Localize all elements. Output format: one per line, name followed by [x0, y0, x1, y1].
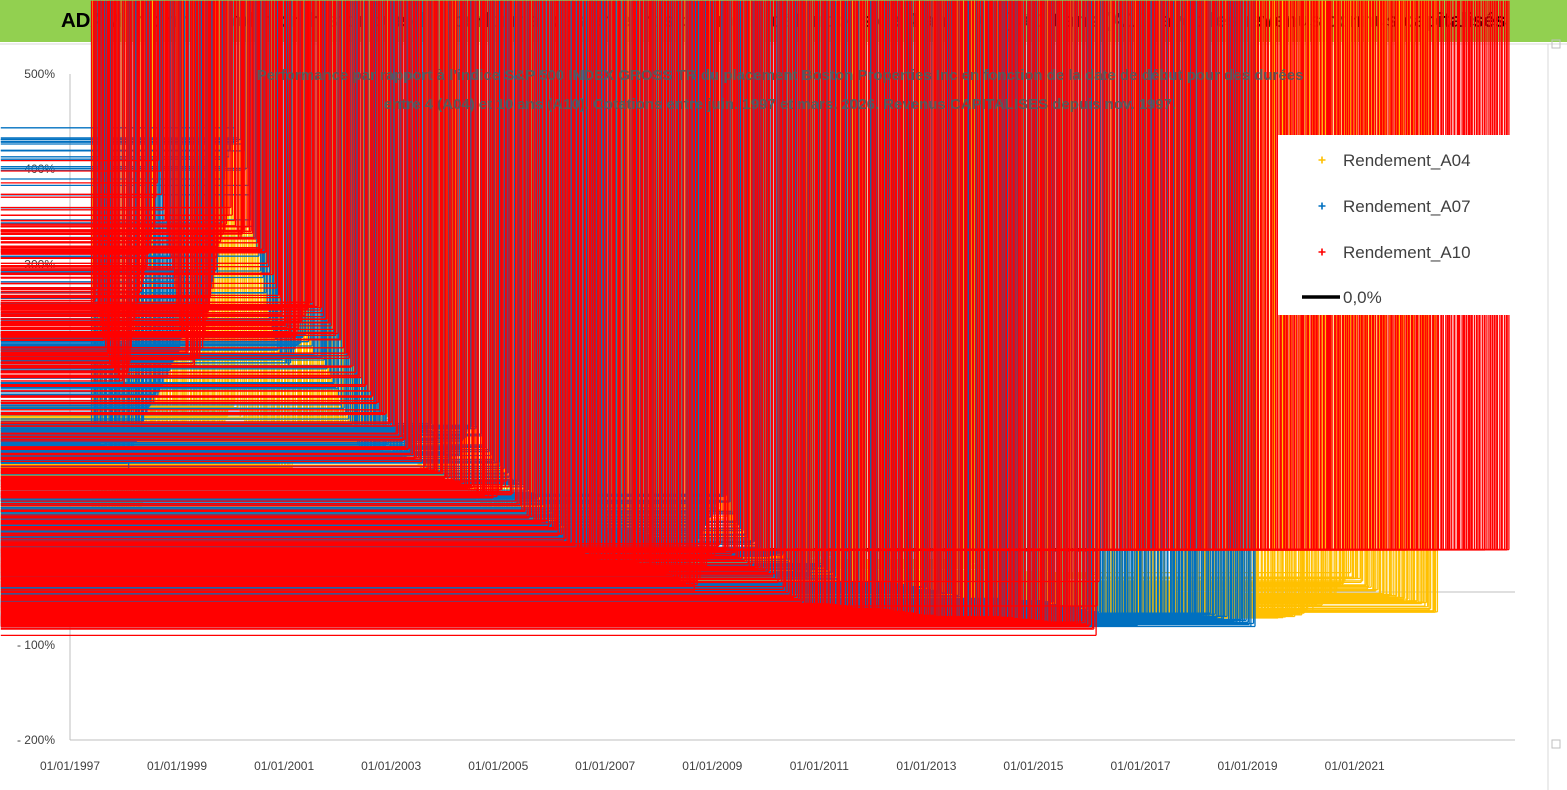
series-marks	[0, 0, 760, 571]
series-rendement-a10	[0, 0, 1510, 637]
series-marks	[0, 0, 337, 337]
series-marks	[0, 0, 412, 455]
x-tick-label: 01/01/2007	[575, 759, 635, 773]
y-tick-label: - 200%	[17, 733, 55, 747]
legend-marker	[1318, 248, 1326, 256]
series-marks	[0, 0, 328, 320]
x-tick-label: 01/01/2013	[896, 759, 956, 773]
legend-label: Rendement_A10	[1343, 243, 1471, 262]
series-marks	[0, 0, 559, 537]
legend-label: 0,0%	[1343, 288, 1382, 307]
x-tick-label: 01/01/1997	[40, 759, 100, 773]
chart-title-line-2: entre 4 (A04) et 10 ans (A10). Cotations…	[384, 96, 1176, 113]
x-tick-label: 01/01/2001	[254, 759, 314, 773]
series-marks	[0, 0, 359, 376]
x-tick-label: 01/01/2011	[790, 759, 849, 773]
legend-box	[1278, 135, 1515, 315]
y-tick-label: - 100%	[17, 638, 55, 652]
chart-title-line-1: Performance par rapport à l'indice S&P 5…	[257, 67, 1304, 84]
x-tick-label: 01/01/2021	[1325, 759, 1385, 773]
series-marks	[0, 0, 1439, 613]
series-marks	[0, 0, 176, 289]
series-marks	[0, 0, 520, 505]
legend-marker	[1318, 156, 1326, 164]
legend-label: Rendement_A07	[1343, 197, 1471, 216]
series-marks	[0, 0, 373, 398]
x-tick-label: 01/01/2009	[682, 759, 742, 773]
x-tick-label: 01/01/2015	[1003, 759, 1063, 773]
x-tick-label: 01/01/1999	[147, 759, 207, 773]
y-tick-label: 400%	[24, 162, 55, 176]
x-tick-label: 01/01/2019	[1218, 759, 1278, 773]
series-marks	[0, 0, 1256, 628]
series-marks	[0, 0, 747, 562]
plot-area	[0, 0, 1510, 637]
x-tick-label: 01/01/2017	[1111, 759, 1171, 773]
series-marks	[0, 0, 320, 308]
y-tick-label: 500%	[24, 67, 55, 81]
series-marks	[0, 0, 386, 416]
series-marks	[0, 0, 1095, 630]
frame-handle-bottom	[1551, 739, 1561, 749]
series-marks	[0, 0, 399, 435]
series-marks	[0, 0, 257, 240]
series-marks	[0, 0, 534, 519]
series-marks	[0, 0, 163, 195]
series-marks	[0, 0, 773, 578]
x-tick-label: 01/01/2005	[468, 759, 528, 773]
legend-label: Rendement_A04	[1343, 151, 1471, 170]
series-marks	[0, 0, 292, 338]
legend-marker	[1318, 202, 1326, 210]
series-marks	[0, 0, 1100, 637]
series-marks	[0, 0, 266, 254]
series-marks	[0, 0, 801, 601]
chart-legend: Rendement_A04 Rendement_A07 Rendement_A10 0…	[1278, 135, 1515, 315]
frame-handle-top	[1551, 39, 1561, 49]
series-marks	[0, 0, 275, 276]
series-marks	[0, 0, 1510, 551]
x-tick-label: 01/01/2003	[361, 759, 421, 773]
x-tick-labels: 01/01/1997 01/01/1999 01/01/2001 01/01/2003…	[40, 759, 1385, 773]
